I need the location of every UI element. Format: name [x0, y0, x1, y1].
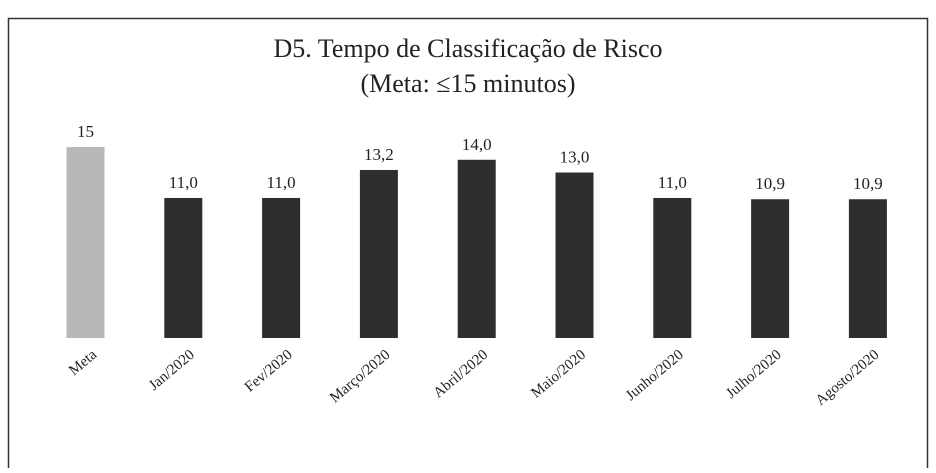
bar	[164, 197, 203, 338]
bar	[555, 172, 594, 338]
bar	[848, 199, 887, 338]
x-tick-label: Agosto/2020	[813, 347, 883, 409]
x-tick-label: Jan/2020	[146, 347, 198, 394]
value-label: 13,2	[364, 145, 394, 164]
value-label: 10,9	[853, 174, 883, 193]
value-label: 11,0	[169, 173, 198, 192]
value-label: 10,9	[755, 174, 785, 193]
value-label: 11,0	[267, 173, 296, 192]
x-tick-label: Maio/2020	[528, 347, 589, 402]
value-label: 14,0	[462, 135, 492, 154]
x-tick-label: Fev/2020	[242, 347, 296, 396]
x-tick-label: Julho/2020	[723, 347, 784, 402]
bar	[66, 147, 105, 338]
x-tick-label: Junho/2020	[623, 347, 687, 404]
bar	[359, 169, 398, 338]
x-tick-label: Meta	[66, 347, 100, 379]
bar	[457, 159, 496, 338]
chart-frame	[7, 17, 929, 473]
bar	[653, 197, 692, 338]
chart-subtitle: (Meta: ≤15 minutos)	[360, 69, 575, 98]
bar	[751, 199, 790, 338]
value-label: 15	[77, 122, 94, 141]
bar	[262, 197, 301, 338]
chart-title: D5. Tempo de Classificação de Risco	[273, 34, 662, 63]
value-label: 13,0	[560, 148, 590, 167]
x-tick-label: Abril/2020	[431, 347, 492, 402]
value-label: 11,0	[658, 173, 687, 192]
x-tick-label: Março/2020	[327, 347, 393, 406]
